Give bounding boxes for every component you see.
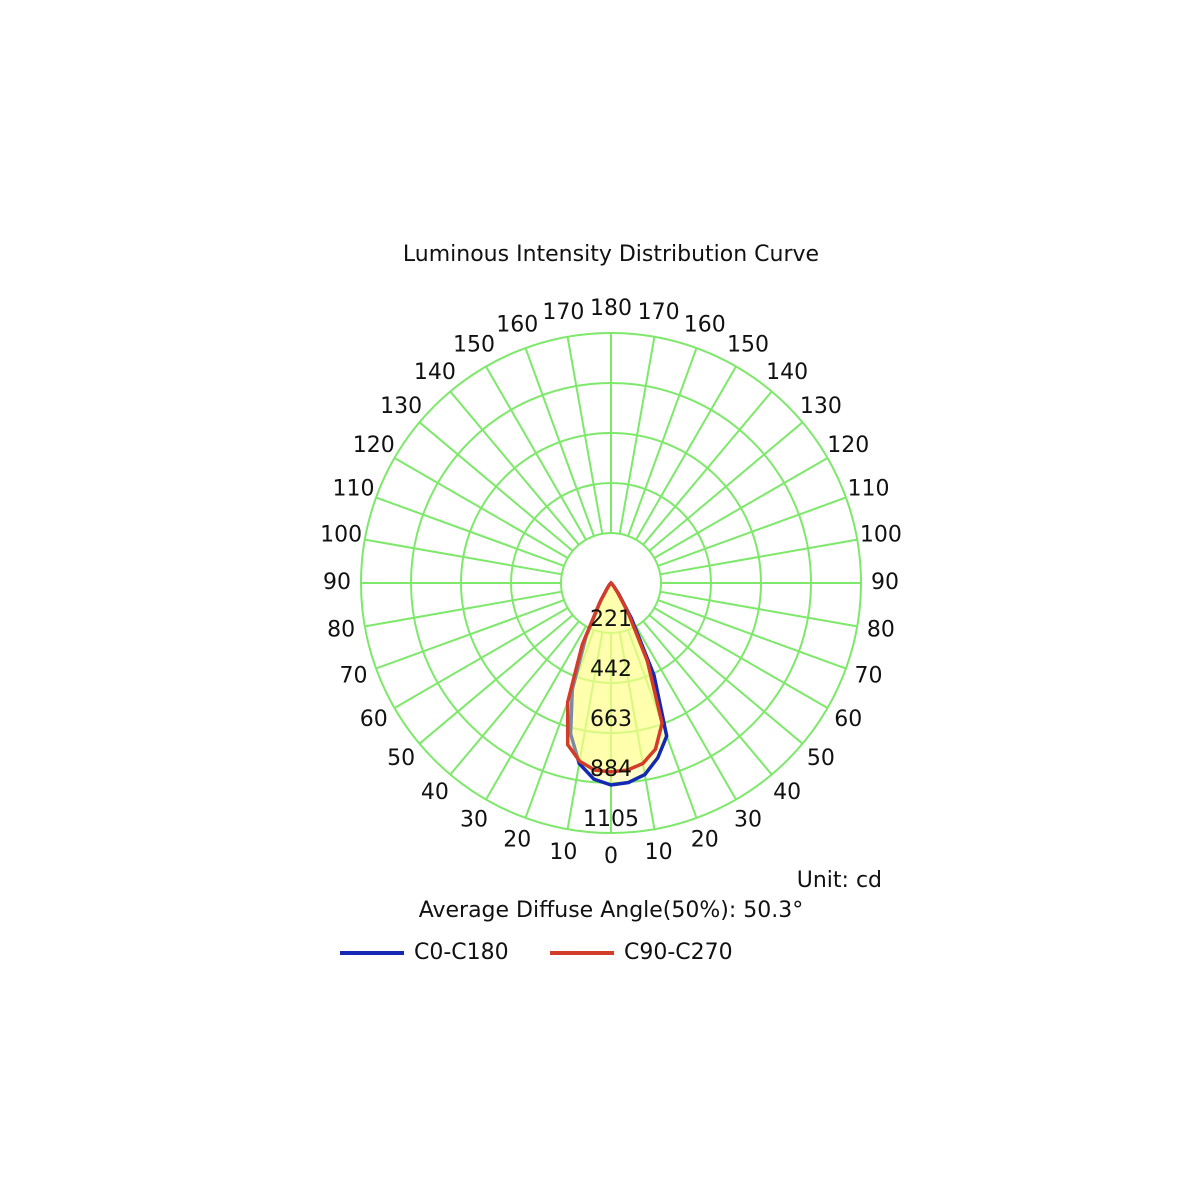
grid-spoke xyxy=(657,599,847,670)
angle-label: 120 xyxy=(827,433,869,458)
angle-label: 180 xyxy=(590,296,632,321)
grid-spoke xyxy=(642,620,773,776)
angle-label: 0 xyxy=(604,844,618,869)
angle-label: 30 xyxy=(460,807,488,832)
angle-label: 90 xyxy=(871,570,899,595)
angle-label: 40 xyxy=(773,780,801,805)
angle-label: 70 xyxy=(854,664,882,689)
grid-spoke xyxy=(449,620,580,776)
intensity-curve xyxy=(565,580,664,774)
angle-label: 140 xyxy=(766,360,808,385)
grid-spoke xyxy=(618,336,656,534)
grid-spoke xyxy=(364,590,562,628)
grid-spoke xyxy=(660,538,858,576)
grid-spoke xyxy=(449,390,580,546)
grid-spoke xyxy=(418,614,574,745)
angle-label: 130 xyxy=(800,394,842,419)
grid-spoke xyxy=(653,607,829,709)
grid-spoke xyxy=(660,590,858,628)
angle-label: 100 xyxy=(320,522,362,547)
grid-spoke xyxy=(524,629,595,819)
grid-spoke xyxy=(648,614,804,745)
r-tick-label: 1105 xyxy=(583,807,639,832)
angle-label: 80 xyxy=(867,618,895,643)
angle-label: 10 xyxy=(645,840,673,865)
angle-label: 150 xyxy=(453,333,495,358)
r-tick-label: 442 xyxy=(590,657,632,682)
angle-label: 30 xyxy=(734,807,762,832)
grid-spoke xyxy=(642,390,773,546)
chart-title: Luminous Intensity Distribution Curve xyxy=(403,242,819,267)
angle-label: 140 xyxy=(414,360,456,385)
legend-label: C0-C180 xyxy=(414,940,509,965)
grid-spoke xyxy=(648,421,804,552)
angle-label: 110 xyxy=(333,476,375,501)
angle-label: 50 xyxy=(807,746,835,771)
grid-spoke xyxy=(393,457,569,559)
grid-spoke xyxy=(524,347,595,537)
r-tick-label: 221 xyxy=(590,607,632,632)
legend-label: C90-C270 xyxy=(624,940,733,965)
note: Average Diffuse Angle(50%): 50.3° xyxy=(419,898,804,923)
grid-spoke xyxy=(627,347,698,537)
grid-spoke xyxy=(485,625,587,801)
grid-spoke xyxy=(635,365,737,541)
angle-label: 100 xyxy=(860,522,902,547)
grid-spoke xyxy=(375,599,565,670)
curves xyxy=(565,580,669,787)
grid-spoke xyxy=(393,607,569,709)
grid-spoke xyxy=(375,496,565,567)
angle-label: 160 xyxy=(684,313,726,338)
unit-label: Unit: cd xyxy=(797,868,882,893)
angle-label: 120 xyxy=(353,433,395,458)
angle-label: 60 xyxy=(360,707,388,732)
angle-label: 70 xyxy=(340,664,368,689)
grid-spoke xyxy=(653,457,829,559)
angle-label: 170 xyxy=(638,300,680,325)
angle-label: 130 xyxy=(380,394,422,419)
angle-label: 50 xyxy=(387,746,415,771)
angle-label: 80 xyxy=(327,618,355,643)
angle-label: 160 xyxy=(496,313,538,338)
grid-spoke xyxy=(364,538,562,576)
grid-spoke xyxy=(418,421,574,552)
grid-spoke xyxy=(566,336,604,534)
angle-label: 60 xyxy=(834,707,862,732)
angle-label: 170 xyxy=(542,300,584,325)
angle-label: 10 xyxy=(549,840,577,865)
grid-spoke xyxy=(566,632,604,830)
r-tick-label: 884 xyxy=(590,757,632,782)
angle-label: 110 xyxy=(847,476,889,501)
angle-label: 150 xyxy=(727,333,769,358)
angle-label: 90 xyxy=(323,570,351,595)
grid-spoke xyxy=(657,496,847,567)
angle-label: 40 xyxy=(421,780,449,805)
grid-spoke xyxy=(485,365,587,541)
grid-spoke xyxy=(618,632,656,830)
grid-spoke xyxy=(635,625,737,801)
angle-label: 20 xyxy=(691,827,719,852)
r-tick-label: 663 xyxy=(590,707,632,732)
angle-label: 20 xyxy=(503,827,531,852)
